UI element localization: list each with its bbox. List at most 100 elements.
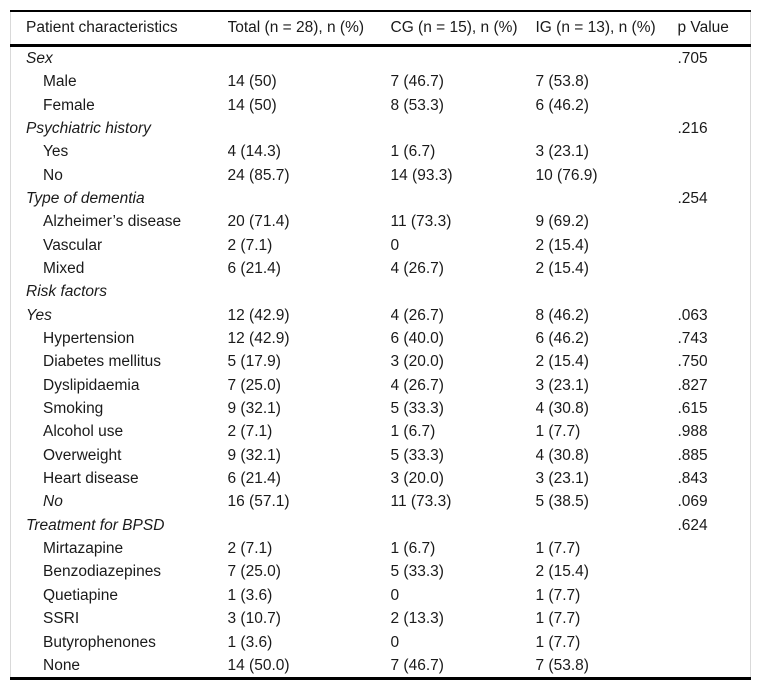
cell-cg: 6 (40.0) — [390, 330, 444, 348]
table-row: Hypertension 12 (42.9) 6 (40.0) 6 (46.2)… — [11, 327, 751, 350]
cell-cg: 3 (20.0) — [390, 470, 444, 488]
cell-p-value: .216 — [677, 119, 708, 137]
column-header-ig: IG (n = 13), n (%) — [535, 19, 656, 36]
cell-ig: 6 (46.2) — [535, 96, 589, 114]
row-label-cell: Heart disease — [11, 467, 228, 490]
row-label: Quetiapine — [43, 586, 118, 604]
cell-cg: 4 (26.7) — [390, 376, 444, 394]
cell-cg — [391, 187, 536, 210]
table-row: Type of dementia .254 — [11, 187, 751, 210]
table-row: SSRI 3 (10.7) 2 (13.3) 1 (7.7) — [11, 607, 751, 630]
cell-cg: 1 (6.7) — [390, 423, 436, 441]
cell-total: 5 (17.9) — [227, 353, 281, 371]
table-row: None 14 (50.0) 7 (46.7) 7 (53.8) — [11, 654, 751, 679]
cell-cg — [391, 46, 536, 71]
cell-p-value — [678, 654, 751, 679]
cell-total: 3 (10.7) — [227, 610, 281, 628]
cell-ig: 4 (30.8) — [535, 446, 589, 464]
cell-total: 12 (42.9) — [227, 306, 290, 324]
table-row: Butyrophenones 1 (3.6) 0 1 (7.7) — [11, 631, 751, 654]
row-label: Type of dementia — [26, 189, 145, 207]
row-label: None — [43, 656, 81, 674]
cell-total: 6 (21.4) — [227, 470, 281, 488]
cell-cg: 2 (13.3) — [390, 610, 444, 628]
row-label: Alzheimer’s disease — [43, 213, 182, 231]
cell-total: 14 (50) — [227, 73, 277, 91]
cell-p-value — [678, 164, 751, 187]
table-row: Alcohol use 2 (7.1) 1 (6.7) 1 (7.7) .988 — [11, 421, 751, 444]
row-label: Sex — [26, 49, 53, 67]
cell-cg: 11 (73.3) — [390, 493, 452, 511]
cell-ig: 1 (7.7) — [535, 540, 581, 558]
table-row: Psychiatric history .216 — [11, 117, 751, 140]
row-label-cell: Female — [11, 94, 228, 117]
cell-p-value — [678, 280, 751, 303]
cell-ig: 1 (7.7) — [535, 633, 581, 651]
row-label: No — [43, 166, 63, 184]
cell-total: 14 (50.0) — [227, 656, 290, 674]
row-label-cell: Type of dementia — [11, 187, 228, 210]
row-label-cell: Benzodiazepines — [11, 561, 228, 584]
row-label-cell: Diabetes mellitus — [11, 350, 228, 373]
cell-total: 7 (25.0) — [227, 563, 281, 581]
row-label-cell: Overweight — [11, 444, 228, 467]
cell-ig: 7 (53.8) — [535, 73, 589, 91]
row-label: Mirtazapine — [43, 540, 124, 558]
table-row: Overweight 9 (32.1) 5 (33.3) 4 (30.8) .8… — [11, 444, 751, 467]
cell-total: 9 (32.1) — [227, 446, 281, 464]
cell-ig: 6 (46.2) — [535, 330, 589, 348]
row-label: Dyslipidaemia — [43, 376, 140, 394]
cell-ig: 8 (46.2) — [535, 306, 589, 324]
cell-cg: 0 — [390, 236, 400, 254]
cell-total — [228, 280, 391, 303]
table-row: Mixed 6 (21.4) 4 (26.7) 2 (15.4) — [11, 257, 751, 280]
cell-cg — [391, 280, 536, 303]
row-label-cell: Yes — [11, 140, 228, 163]
row-label: No — [43, 493, 63, 511]
cell-total: 7 (25.0) — [227, 376, 281, 394]
table-row: Smoking 9 (32.1) 5 (33.3) 4 (30.8) .615 — [11, 397, 751, 420]
table-row: Treatment for BPSD .624 — [11, 514, 751, 537]
row-label: Benzodiazepines — [43, 563, 162, 581]
cell-p-value — [678, 210, 751, 233]
cell-ig: 2 (15.4) — [535, 236, 589, 254]
cell-cg: 7 (46.7) — [390, 73, 444, 91]
cell-total — [228, 187, 391, 210]
cell-cg: 5 (33.3) — [390, 400, 444, 418]
cell-total: 2 (7.1) — [227, 236, 273, 254]
cell-p-value: .750 — [677, 353, 708, 371]
cell-ig: 3 (23.1) — [535, 376, 589, 394]
patient-characteristics-table-figure: Patient characteristics Total (n = 28), … — [10, 10, 751, 681]
cell-p-value — [678, 537, 751, 560]
column-header-total: Total (n = 28), n (%) — [227, 19, 365, 36]
cell-p-value — [678, 561, 751, 584]
table-row: No 24 (85.7) 14 (93.3) 10 (76.9) — [11, 164, 751, 187]
column-header-p-value: p Value — [677, 19, 729, 36]
cell-p-value: .615 — [677, 400, 708, 418]
cell-ig: 3 (23.1) — [535, 470, 589, 488]
cell-ig: 1 (7.7) — [535, 423, 581, 441]
cell-total: 1 (3.6) — [227, 633, 273, 651]
row-label-cell: Yes — [11, 304, 228, 327]
row-label-cell: Hypertension — [11, 327, 228, 350]
cell-ig: 2 (15.4) — [535, 353, 589, 371]
cell-ig — [536, 117, 678, 140]
table-row: Male 14 (50) 7 (46.7) 7 (53.8) — [11, 70, 751, 93]
cell-p-value — [678, 257, 751, 280]
cell-ig: 1 (7.7) — [535, 610, 581, 628]
row-label-cell: Alzheimer’s disease — [11, 210, 228, 233]
row-label: Mixed — [43, 260, 85, 278]
table-row: Risk factors — [11, 280, 751, 303]
cell-cg: 7 (46.7) — [390, 656, 444, 674]
row-label: Female — [43, 96, 95, 114]
cell-p-value — [678, 584, 751, 607]
table-row: Female 14 (50) 8 (53.3) 6 (46.2) — [11, 94, 751, 117]
row-label-cell: Quetiapine — [11, 584, 228, 607]
patient-characteristics-table: Patient characteristics Total (n = 28), … — [10, 10, 751, 681]
cell-p-value — [678, 94, 751, 117]
row-label: Hypertension — [43, 330, 135, 348]
cell-ig — [536, 280, 678, 303]
cell-total — [228, 117, 391, 140]
cell-total: 16 (57.1) — [227, 493, 290, 511]
row-label: Heart disease — [43, 470, 139, 488]
